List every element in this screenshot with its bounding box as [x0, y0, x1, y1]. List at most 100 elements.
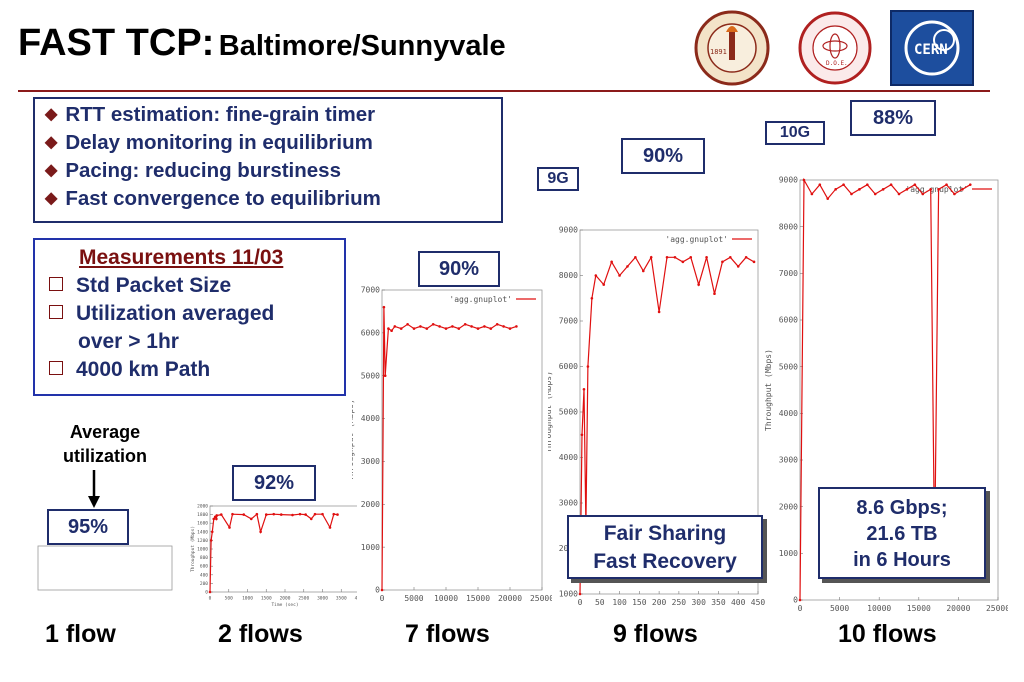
data-point — [729, 256, 732, 259]
data-point — [502, 325, 505, 328]
measurement-item-continuation: over > 1hr — [78, 330, 179, 353]
diamond-icon: ◆ — [45, 162, 58, 179]
data-point — [431, 322, 435, 326]
data-point — [412, 327, 416, 330]
data-point — [665, 256, 669, 259]
data-point — [873, 192, 877, 196]
slide-title: FAST TCP: Baltimore/Sunnyvale — [18, 22, 506, 65]
data-point — [393, 325, 397, 328]
x-tick-label: 25000 — [530, 594, 552, 603]
data-point — [590, 296, 594, 300]
slide-title-main: FAST TCP: — [18, 22, 215, 64]
data-point — [580, 433, 584, 437]
plot-frame — [37, 545, 173, 591]
y-tick-label: 7000 — [779, 269, 798, 278]
data-point — [681, 260, 685, 264]
y-tick-label: 9000 — [779, 176, 798, 185]
data-point — [399, 327, 403, 330]
data-point — [212, 517, 216, 521]
data-point — [255, 512, 259, 516]
legend-label: 'agg.gnuplot' — [665, 235, 728, 244]
bullet-item: ◆ Pacing: reducing burstiness — [45, 159, 341, 182]
y-tick-label: 5000 — [559, 408, 578, 417]
y-tick-label: 1800 — [197, 512, 208, 518]
data-point — [508, 327, 512, 330]
data-point — [586, 365, 590, 368]
y-tick-label: 2000 — [361, 500, 380, 509]
utilization-badge-1-flow: 95% — [47, 509, 129, 545]
y-tick-label: 400 — [200, 572, 208, 578]
data-point — [649, 256, 653, 259]
data-point — [929, 188, 932, 191]
slac-logo: D.O.E. — [798, 11, 872, 85]
throughput-series-line — [799, 177, 971, 601]
data-point — [304, 513, 307, 516]
data-point — [215, 514, 219, 517]
data-point — [634, 256, 637, 259]
down-arrow-icon — [88, 470, 100, 508]
data-point — [850, 192, 853, 196]
data-point — [298, 512, 302, 516]
y-tick-label: 3000 — [559, 499, 578, 508]
data-point — [736, 265, 740, 268]
measurement-item: 4000 km Path — [49, 358, 210, 382]
y-tick-label: 4000 — [361, 414, 380, 423]
data-point — [383, 374, 387, 378]
data-point — [705, 256, 708, 259]
x-tick-label: 150 — [632, 598, 647, 607]
x-tick-label: 2000 — [280, 596, 291, 602]
capacity-tag-9g: 9G — [537, 167, 579, 191]
legend-label: 'agg.gnuplot' — [449, 295, 512, 304]
bullet-item: ◆ Delay monitoring in equilibrium — [45, 131, 373, 154]
diamond-icon: ◆ — [45, 134, 58, 151]
x-tick-label: 200 — [652, 598, 667, 607]
data-point — [406, 322, 409, 326]
checkbox-square-icon — [49, 277, 63, 291]
y-tick-label: 0 — [375, 586, 380, 595]
data-point — [249, 517, 253, 521]
data-point — [451, 325, 454, 328]
y-tick-label: 1000 — [779, 549, 798, 558]
data-point — [937, 188, 940, 191]
y-tick-label: 8000 — [559, 271, 578, 280]
data-point — [242, 513, 246, 516]
data-point — [905, 188, 909, 191]
bullet-item: ◆ RTT estimation: fine-grain timer — [45, 103, 376, 126]
title-divider — [18, 90, 990, 92]
data-point — [215, 517, 218, 521]
data-point — [444, 327, 448, 330]
y-tick-label: 7000 — [361, 286, 380, 295]
data-point — [476, 327, 480, 330]
x-tick-label: 450 — [751, 598, 766, 607]
x-tick-label: 3000 — [317, 596, 328, 602]
data-point — [968, 183, 972, 186]
data-point — [387, 327, 390, 330]
data-point — [390, 329, 393, 333]
data-point — [945, 183, 948, 186]
data-point — [210, 530, 214, 534]
data-point — [826, 197, 830, 200]
diamond-icon: ◆ — [45, 190, 58, 207]
measurements-box: Measurements 11/03 Std Packet Size Utili… — [33, 238, 346, 396]
y-tick-label: 7000 — [559, 317, 578, 326]
y-tick-label: 8000 — [779, 222, 798, 231]
y-axis-label: Throughput (Mbps) — [190, 526, 196, 572]
capacity-tag-10g: 10G — [765, 121, 825, 145]
y-tick-label: 6000 — [559, 362, 578, 371]
y-tick-label: 1200 — [197, 538, 208, 544]
y-tick-label: 1400 — [197, 529, 208, 535]
data-point — [953, 192, 956, 196]
data-point — [610, 260, 613, 264]
x-axis-label: Time (sec) — [271, 602, 298, 608]
checkbox-square-icon — [49, 305, 63, 319]
x-tick-label: 5000 — [830, 604, 849, 613]
x-tick-label: 250 — [672, 598, 687, 607]
caltech-logo: 1891 — [694, 10, 770, 86]
data-point — [618, 274, 621, 277]
data-point — [744, 256, 748, 259]
data-point — [913, 183, 917, 186]
cern-logo: CERN — [890, 10, 974, 86]
y-axis-label: Throughput (Mbps) — [548, 371, 553, 453]
legend-label: 'agg.gnuplot' — [905, 185, 968, 194]
data-point — [219, 513, 223, 516]
